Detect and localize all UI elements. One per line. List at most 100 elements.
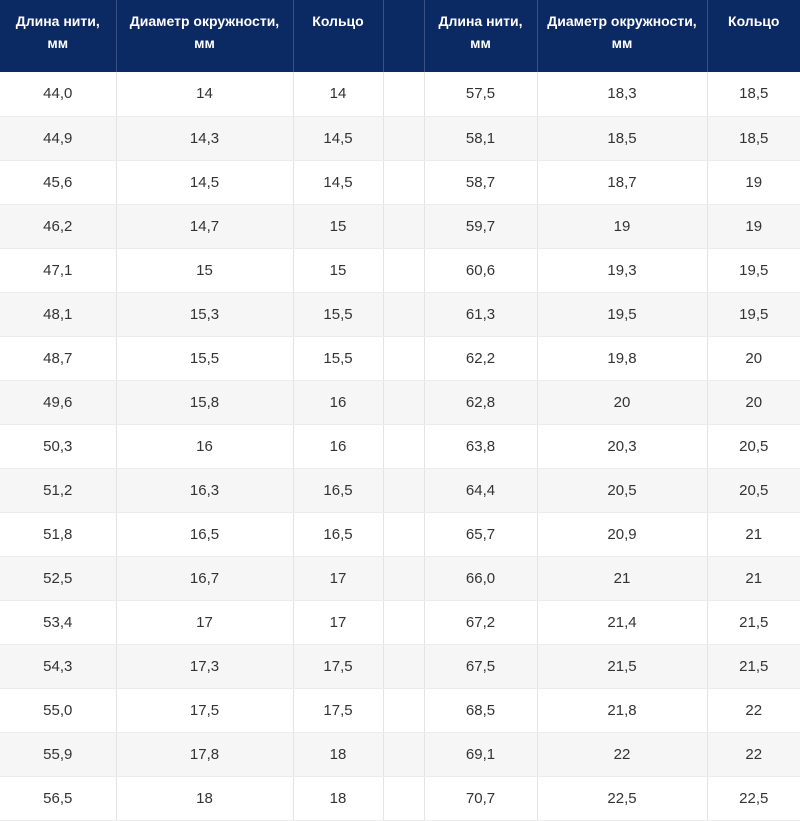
thread-length-cell: 47,1: [0, 248, 117, 293]
circle-diameter-cell: 14: [116, 72, 294, 117]
spacer-cell: [383, 248, 425, 293]
ring-size-cell: 15: [293, 248, 384, 293]
spacer-cell: [383, 204, 425, 249]
ring-size-cell: 22: [707, 688, 800, 733]
table-row: 53,4 17 17 67,2 21,4 21,5: [0, 600, 800, 645]
table-row: 52,5 16,7 17 66,0 21 21: [0, 556, 800, 601]
circle-diameter-cell: 15,3: [116, 292, 294, 337]
spacer-cell: [383, 644, 425, 689]
thread-length-cell: 66,0: [424, 556, 538, 601]
spacer-cell: [383, 688, 425, 733]
circle-diameter-cell: 17: [116, 600, 294, 645]
thread-length-cell: 58,1: [424, 116, 538, 161]
thread-length-cell: 61,3: [424, 292, 538, 337]
table-row: 51,2 16,3 16,5 64,4 20,5 20,5: [0, 468, 800, 513]
spacer-cell: [383, 292, 425, 337]
thread-length-cell: 54,3: [0, 644, 117, 689]
thread-length-cell: 63,8: [424, 424, 538, 469]
thread-length-cell: 48,1: [0, 292, 117, 337]
circle-diameter-cell: 21,4: [537, 600, 708, 645]
table-row: 47,1 15 15 60,6 19,3 19,5: [0, 248, 800, 293]
ring-size-cell: 16,5: [293, 468, 384, 513]
circle-diameter-cell: 14,7: [116, 204, 294, 249]
spacer-cell: [383, 336, 425, 381]
circle-diameter-cell: 14,5: [116, 160, 294, 205]
ring-size-cell: 21,5: [707, 644, 800, 689]
spacer-cell: [383, 556, 425, 601]
thread-length-cell: 44,9: [0, 116, 117, 161]
ring-size-cell: 18: [293, 732, 384, 777]
circle-diameter-cell: 22: [537, 732, 708, 777]
circle-diameter-cell: 18,7: [537, 160, 708, 205]
thread-length-cell: 69,1: [424, 732, 538, 777]
ring-size-cell: 22,5: [707, 776, 800, 821]
thread-length-cell: 57,5: [424, 72, 538, 117]
ring-size-cell: 14,5: [293, 160, 384, 205]
thread-length-cell: 62,2: [424, 336, 538, 381]
circle-diameter-cell: 16,7: [116, 556, 294, 601]
spacer-cell: [383, 160, 425, 205]
thread-length-cell: 56,5: [0, 776, 117, 821]
table-row: 50,3 16 16 63,8 20,3 20,5: [0, 424, 800, 469]
thread-length-cell: 51,8: [0, 512, 117, 557]
circle-diameter-cell: 15,8: [116, 380, 294, 425]
ring-size-cell: 21: [707, 556, 800, 601]
ring-size-cell: 14: [293, 72, 384, 117]
thread-length-cell: 68,5: [424, 688, 538, 733]
ring-size-cell: 15,5: [293, 292, 384, 337]
thread-length-cell: 50,3: [0, 424, 117, 469]
table-row: 45,6 14,5 14,5 58,7 18,7 19: [0, 160, 800, 205]
circle-diameter-cell: 21,8: [537, 688, 708, 733]
header-ring-size: Кольцо: [707, 0, 800, 72]
ring-size-cell: 17: [293, 600, 384, 645]
circle-diameter-cell: 21: [537, 556, 708, 601]
spacer-cell: [383, 512, 425, 557]
thread-length-cell: 49,6: [0, 380, 117, 425]
circle-diameter-cell: 17,5: [116, 688, 294, 733]
thread-length-cell: 58,7: [424, 160, 538, 205]
spacer-cell: [383, 732, 425, 777]
ring-size-cell: 19,5: [707, 248, 800, 293]
table-row: 54,3 17,3 17,5 67,5 21,5 21,5: [0, 644, 800, 689]
circle-diameter-cell: 20,9: [537, 512, 708, 557]
circle-diameter-cell: 14,3: [116, 116, 294, 161]
table-row: 56,5 18 18 70,7 22,5 22,5: [0, 776, 800, 821]
thread-length-cell: 52,5: [0, 556, 117, 601]
circle-diameter-cell: 17,8: [116, 732, 294, 777]
circle-diameter-cell: 19: [537, 204, 708, 249]
circle-diameter-cell: 17,3: [116, 644, 294, 689]
spacer-cell: [383, 72, 425, 117]
ring-size-cell: 19: [707, 204, 800, 249]
ring-size-cell: 17,5: [293, 644, 384, 689]
ring-size-cell: 15,5: [293, 336, 384, 381]
ring-size-cell: 15: [293, 204, 384, 249]
table-row: 51,8 16,5 16,5 65,7 20,9 21: [0, 512, 800, 557]
circle-diameter-cell: 16,3: [116, 468, 294, 513]
circle-diameter-cell: 16: [116, 424, 294, 469]
circle-diameter-cell: 18,3: [537, 72, 708, 117]
thread-length-cell: 64,4: [424, 468, 538, 513]
thread-length-cell: 45,6: [0, 160, 117, 205]
table-row: 46,2 14,7 15 59,7 19 19: [0, 204, 800, 249]
thread-length-cell: 48,7: [0, 336, 117, 381]
ring-size-cell: 16: [293, 380, 384, 425]
circle-diameter-cell: 15,5: [116, 336, 294, 381]
header-row: Длина нити, мм Диаметр окружности, мм Ко…: [0, 0, 800, 72]
ring-size-cell: 17: [293, 556, 384, 601]
spacer-cell: [383, 380, 425, 425]
ring-size-cell: 20,5: [707, 468, 800, 513]
thread-length-cell: 44,0: [0, 72, 117, 117]
thread-length-cell: 70,7: [424, 776, 538, 821]
ring-size-cell: 22: [707, 732, 800, 777]
thread-length-cell: 55,0: [0, 688, 117, 733]
thread-length-cell: 55,9: [0, 732, 117, 777]
thread-length-cell: 51,2: [0, 468, 117, 513]
ring-size-cell: 17,5: [293, 688, 384, 733]
table-row: 44,0 14 14 57,5 18,3 18,5: [0, 72, 800, 117]
circle-diameter-cell: 19,5: [537, 292, 708, 337]
table-header: Длина нити, мм Диаметр окружности, мм Ко…: [0, 0, 800, 72]
circle-diameter-cell: 15: [116, 248, 294, 293]
header-circle-diameter: Диаметр окружности, мм: [116, 0, 294, 72]
thread-length-cell: 46,2: [0, 204, 117, 249]
